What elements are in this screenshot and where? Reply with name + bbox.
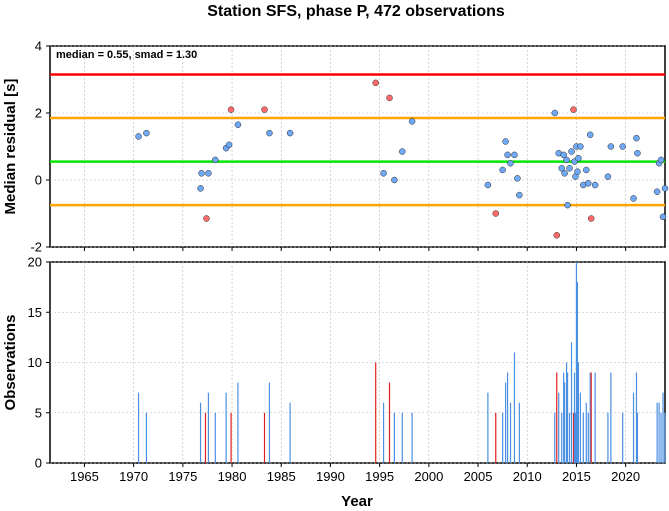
residual-point xyxy=(574,168,581,175)
residual-point xyxy=(198,170,205,177)
residual-point xyxy=(591,181,599,189)
x-tick-label: 1975 xyxy=(168,469,197,484)
observations-gridlines xyxy=(50,261,665,464)
residual-point xyxy=(391,176,398,184)
residual-point xyxy=(575,154,582,162)
chart-title: Station SFS, phase P, 472 observations xyxy=(207,3,505,20)
observations-panel: 1965 1970 1975 1980 1985 1990 1995 2000 2005 2010… xyxy=(2,255,666,485)
observations-ticks: 1965 1970 1975 1980 1985 1990 1995 2000 2005 2010… xyxy=(28,255,641,485)
residual-reference-lines xyxy=(50,73,665,207)
x-axis-label: Year xyxy=(341,493,373,510)
residual-point xyxy=(511,151,518,159)
y-tick-label: 0 xyxy=(35,173,42,188)
residual-point xyxy=(143,129,150,137)
y-tick-label: 0 xyxy=(35,456,42,471)
y-tick-label: -2 xyxy=(30,240,42,255)
residual-point xyxy=(584,180,592,187)
residual-point xyxy=(661,185,669,192)
residual-point xyxy=(502,138,509,145)
residual-point xyxy=(205,170,212,177)
y-tick-label: 2 xyxy=(35,106,42,121)
outlier-point xyxy=(227,106,235,113)
outlier-point xyxy=(570,106,577,113)
residual-point xyxy=(634,149,641,157)
residual-point xyxy=(212,156,219,164)
residual-annotation: median = 0.55, smad = 1.30 xyxy=(56,49,197,61)
residual-point xyxy=(563,156,570,164)
residual-point xyxy=(516,191,523,199)
residual-point xyxy=(286,129,294,137)
residual-gridlines xyxy=(50,45,665,248)
outlier-point xyxy=(261,106,268,113)
x-tick-label: 1985 xyxy=(267,469,296,484)
x-tick-label: 1980 xyxy=(218,469,247,484)
residual-point xyxy=(408,118,416,125)
outlier-point xyxy=(553,232,561,239)
x-tick-label: 1965 xyxy=(70,469,99,484)
outlier-point xyxy=(203,215,210,222)
residual-point xyxy=(135,133,142,140)
residual-point xyxy=(630,195,637,202)
residual-point xyxy=(266,129,273,137)
residual-point xyxy=(507,160,514,167)
residual-point xyxy=(558,165,565,172)
residual-point xyxy=(514,175,521,182)
x-tick-label: 1995 xyxy=(365,469,394,484)
y-tick-label: 15 xyxy=(28,305,42,320)
residual-plot-frame xyxy=(49,45,666,248)
y-tick-label: 10 xyxy=(28,355,42,370)
residual-point xyxy=(504,151,511,159)
x-tick-label: 2005 xyxy=(464,469,493,484)
residual-point xyxy=(659,213,667,221)
residual-point xyxy=(561,170,568,177)
residual-point xyxy=(653,188,661,195)
residual-point xyxy=(499,166,506,174)
y-tick-label: 20 xyxy=(28,255,42,270)
outlier-point xyxy=(587,215,595,222)
x-tick-label: 2015 xyxy=(562,469,591,484)
residual-point xyxy=(633,134,640,142)
x-tick-label: 2010 xyxy=(513,469,542,484)
residual-point xyxy=(484,181,492,189)
residual-y-axis-label: Median residual [s] xyxy=(2,79,19,215)
residual-panel: -2 0 2 4 median = 0.55, smad = 1.30 Median … xyxy=(2,39,669,255)
x-tick-label: 1990 xyxy=(316,469,345,484)
observations-bars xyxy=(137,262,666,463)
y-tick-label: 5 xyxy=(35,405,42,420)
x-tick-label: 1970 xyxy=(119,469,148,484)
residual-point xyxy=(586,131,594,139)
residual-point xyxy=(568,148,575,155)
residual-point xyxy=(577,143,584,150)
residual-point xyxy=(564,201,571,209)
residual-point xyxy=(607,143,615,150)
residual-ticks: -2 0 2 4 xyxy=(30,39,627,255)
outlier-point xyxy=(386,94,393,102)
outlier-point xyxy=(492,210,500,217)
residual-point xyxy=(380,170,387,177)
residual-point xyxy=(225,141,233,149)
residual-point xyxy=(551,109,559,117)
residual-point xyxy=(197,185,204,192)
x-tick-label: 2020 xyxy=(611,469,640,484)
residual-points xyxy=(135,79,669,239)
residual-point xyxy=(399,148,406,155)
residual-point xyxy=(583,166,590,174)
residual-point xyxy=(566,165,573,172)
residual-point xyxy=(619,143,626,150)
y-tick-label: 4 xyxy=(35,39,42,54)
residual-point xyxy=(560,151,567,159)
outlier-point xyxy=(372,79,379,87)
residual-point xyxy=(657,156,665,164)
residual-point xyxy=(234,121,242,128)
observations-y-axis-label: Observations xyxy=(2,315,19,411)
x-tick-label: 2000 xyxy=(414,469,443,484)
residual-point xyxy=(604,173,612,180)
